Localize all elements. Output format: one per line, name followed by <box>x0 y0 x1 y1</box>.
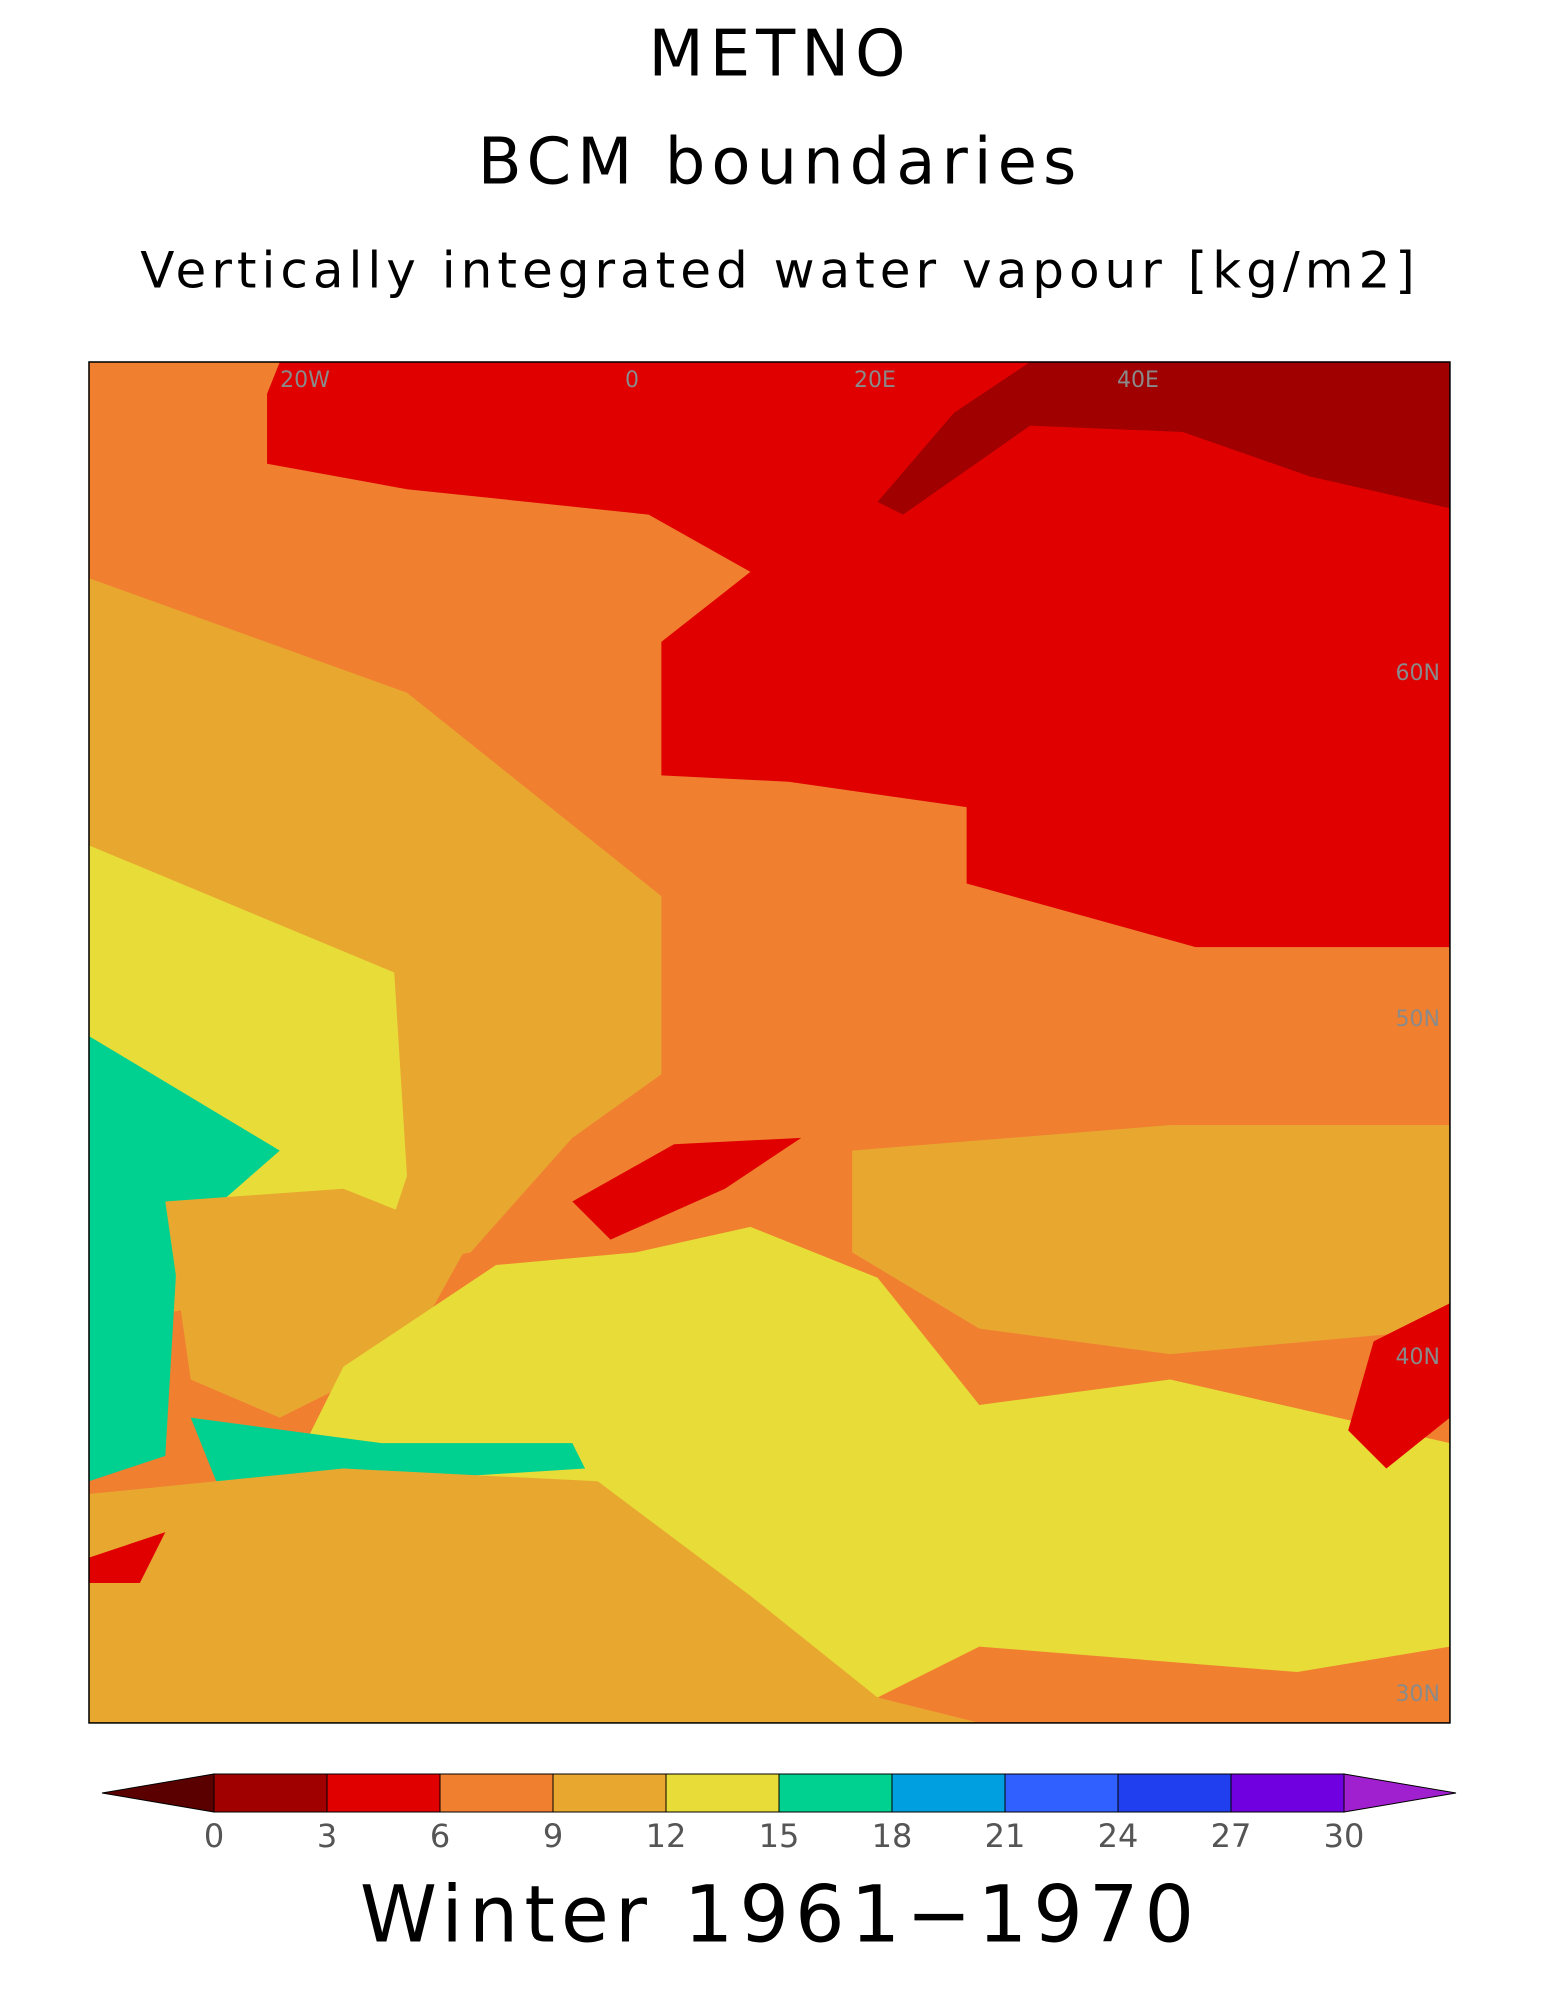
region <box>292 1226 1450 1698</box>
subtitle: BCM boundaries <box>478 126 1083 200</box>
graticule-label: 60N <box>1396 661 1440 686</box>
title: METNO <box>649 18 912 92</box>
graticule-label: 50N <box>1396 1007 1440 1032</box>
footer: Winter 1961−1970 <box>360 1870 1200 1960</box>
colorbar-tick-label: 0 <box>204 1817 224 1855</box>
colorbar-box <box>665 1773 780 1813</box>
map <box>88 361 1451 1724</box>
graticule-label: 40E <box>1117 368 1159 393</box>
colorbar-tick-label: 6 <box>430 1817 450 1855</box>
colorbar-extend-low <box>101 1773 215 1813</box>
colorbar-box <box>1230 1773 1345 1813</box>
region <box>165 1188 471 1418</box>
colorbar-tick-label: 9 <box>543 1817 563 1855</box>
colorbar-extend-high <box>1343 1773 1457 1813</box>
colorbar-box <box>891 1773 1006 1813</box>
region <box>190 1417 586 1482</box>
map-labels: 20W 0 20E 40E 60N 50N 40N 30N <box>280 368 1440 1707</box>
colorbar-tick-label: 21 <box>985 1817 1026 1855</box>
colorbar-tick-label: 24 <box>1098 1817 1139 1855</box>
colorbar-tick-label: 27 <box>1211 1817 1252 1855</box>
graticule-label: 20E <box>854 368 896 393</box>
region <box>572 1137 802 1240</box>
region <box>89 1468 980 1723</box>
region <box>89 1036 280 1482</box>
colorbar: 0 3 6 9 12 15 18 21 24 27 30 <box>101 1773 1457 1855</box>
graticule-label: 40N <box>1396 1345 1440 1370</box>
colorbar-tick-label: 12 <box>646 1817 687 1855</box>
map-frame <box>88 361 1451 1724</box>
colorbar-tick-label: 15 <box>759 1817 800 1855</box>
region <box>852 1125 1450 1355</box>
colorbar-tick-label: 18 <box>872 1817 913 1855</box>
colorbar-tick-label: 30 <box>1324 1817 1365 1855</box>
graticule-label: 0 <box>625 368 639 393</box>
region <box>267 362 1450 948</box>
colorbar-box <box>552 1773 667 1813</box>
graticule-label: 20W <box>280 368 330 393</box>
colorbar-box <box>439 1773 554 1813</box>
colorbar-tick-label: 3 <box>317 1817 337 1855</box>
colorbar-box <box>326 1773 441 1813</box>
region <box>877 362 1450 515</box>
variable-title: Vertically integrated water vapour [kg/m… <box>140 242 1420 300</box>
colorbar-box <box>778 1773 893 1813</box>
graticule-label: 30N <box>1396 1682 1440 1707</box>
colorbar-box <box>1004 1773 1119 1813</box>
region <box>1348 1303 1450 1469</box>
colorbar-box <box>1117 1773 1232 1813</box>
colorbar-box <box>213 1773 328 1813</box>
